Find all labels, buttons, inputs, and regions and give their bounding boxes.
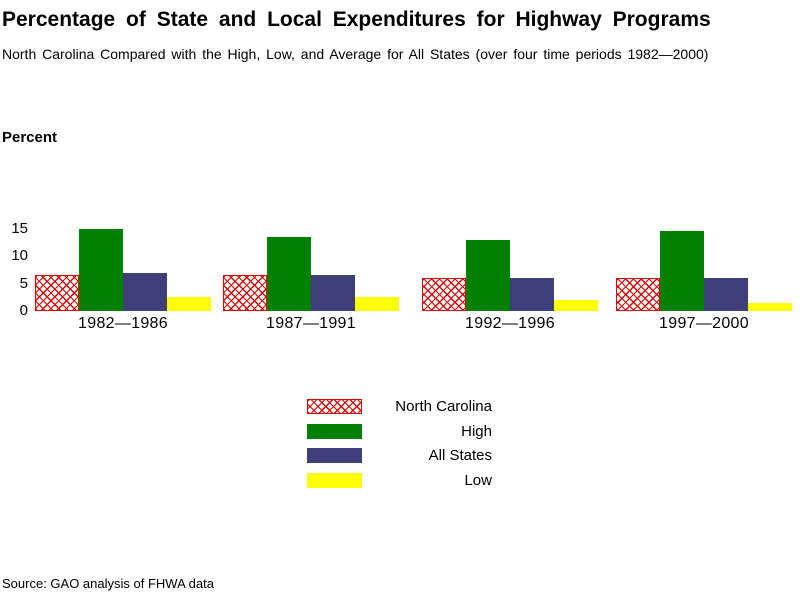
legend-row-all-states: All States: [307, 448, 492, 463]
y-tick-label-5: 5: [19, 274, 28, 292]
x-category-label-1992-1996: 1992—1996: [465, 315, 555, 332]
legend-swatch-high: [307, 423, 362, 439]
bar-high-1992-1996: [466, 239, 510, 311]
y-axis-title: Percent: [2, 129, 58, 146]
chart-subtitle: North Carolina Compared with the High, L…: [2, 46, 709, 62]
legend-row-high: High: [307, 422, 492, 440]
y-tick-label-0: 0: [19, 302, 28, 319]
source-note: Source: GAO analysis of FHWA data: [2, 576, 214, 591]
bar-low-1997-2000: [748, 302, 792, 311]
x-category-label-1987-1991: 1987—1991: [266, 315, 356, 332]
legend-row-low: Low: [307, 471, 492, 489]
bar-low-1992-1996: [554, 300, 598, 311]
legend-label-north-carolina: North Carolina: [395, 398, 492, 415]
legend-swatch-all-states: [307, 448, 362, 463]
x-category-label-1997-2000: 1997—2000: [659, 315, 749, 332]
bar-north-carolina-1992-1996: [422, 278, 466, 311]
bar-high-1987-1991: [267, 236, 311, 311]
bar-all-states-1982-1986: [123, 272, 167, 311]
legend-row-north-carolina: North Carolina: [307, 399, 492, 414]
legend-swatch-north-carolina: [307, 399, 362, 414]
legend-swatch-low: [307, 472, 362, 488]
bar-north-carolina-1997-2000: [616, 278, 660, 311]
bar-high-1982-1986: [79, 228, 123, 311]
bar-all-states-1997-2000: [704, 278, 748, 311]
legend-label-low: Low: [464, 471, 492, 489]
bar-north-carolina-1982-1986: [35, 275, 79, 311]
legend-label-high: High: [461, 422, 492, 440]
bar-high-1997-2000: [660, 231, 704, 311]
bar-low-1987-1991: [355, 297, 399, 311]
y-tick-label-15: 15: [11, 219, 28, 237]
chart-title: Percentage of State and Local Expenditur…: [2, 8, 711, 31]
y-tick-label-10: 10: [11, 247, 28, 264]
x-category-label-1982-1986: 1982—1986: [78, 315, 168, 332]
bar-all-states-1992-1996: [510, 278, 554, 311]
bar-low-1982-1986: [167, 297, 211, 311]
bar-north-carolina-1987-1991: [223, 275, 267, 311]
bar-all-states-1987-1991: [311, 275, 355, 311]
legend-label-all-states: All States: [428, 447, 492, 464]
